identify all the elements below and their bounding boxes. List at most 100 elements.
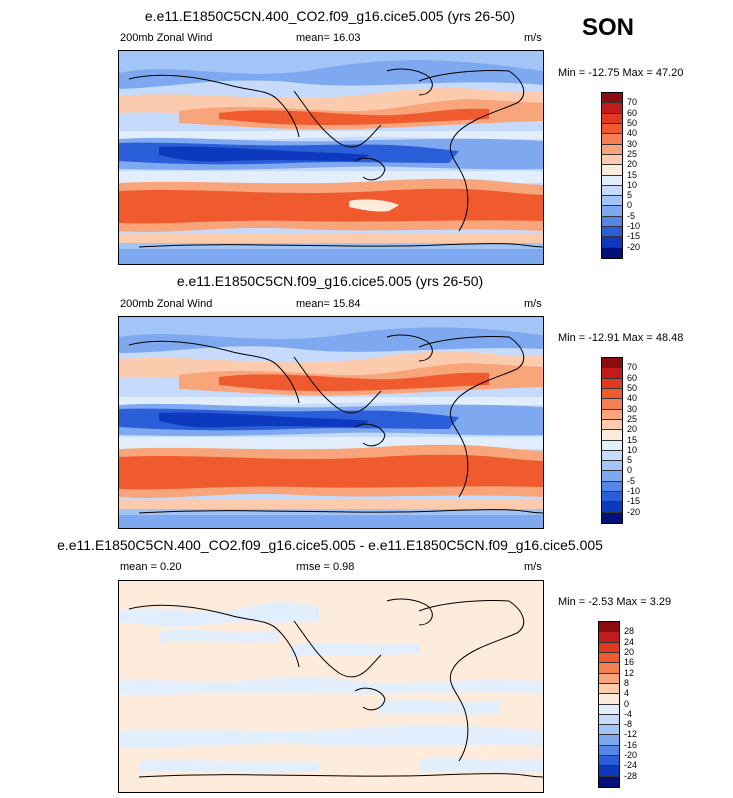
colorbar-label: 4	[624, 688, 630, 699]
colorbar-label: 60	[627, 107, 638, 118]
colorbar-swatch	[602, 103, 622, 114]
colorbar-swatch	[599, 642, 619, 653]
colorbar-swatch	[602, 399, 622, 410]
panel-2-title: e.e11.E1850C5CN.f09_g16.cice5.005 (yrs 2…	[176, 273, 484, 289]
colorbar-label: 50	[627, 117, 638, 128]
panel-2-units: m/s	[524, 298, 542, 310]
colorbar-label: -16	[624, 739, 638, 750]
panel-3-rmse-label: rmse = 0.98	[296, 561, 355, 573]
colorbar-label: 30	[627, 138, 638, 149]
colorbar-label: -15	[627, 231, 641, 242]
panel-3-title: e.e11.E1850C5CN.400_CO2.f09_g16.cice5.00…	[57, 537, 603, 553]
panel-1-map	[118, 50, 544, 265]
colorbar-swatch	[602, 419, 622, 431]
colorbar-swatch	[602, 206, 622, 217]
colorbar-swatch	[602, 175, 622, 186]
colorbar-label: 12	[624, 667, 635, 678]
colorbar-swatch	[599, 663, 619, 674]
colorbar-swatch	[602, 154, 622, 166]
colorbar-swatch	[602, 502, 622, 513]
colorbar-label: 10	[627, 444, 638, 455]
colorbar-swatch	[602, 134, 622, 145]
colorbar-label: 16	[624, 657, 635, 668]
colorbar-swatch	[599, 735, 619, 746]
colorbar-label: 20	[624, 646, 635, 657]
colorbar-label: -5	[627, 475, 636, 486]
colorbar-label: -20	[627, 241, 641, 252]
colorbar-swatch	[602, 409, 622, 420]
colorbar-label: 50	[627, 382, 638, 393]
panel-2-map	[118, 316, 544, 529]
colorbar-swatch	[602, 93, 622, 104]
colorbar-label: 60	[627, 372, 638, 383]
colorbar-label: 20	[627, 159, 638, 170]
colorbar-label: 15	[627, 169, 638, 180]
colorbar-label: -28	[624, 770, 638, 781]
panel-1-colorbar	[601, 92, 623, 259]
colorbar-swatch	[599, 725, 619, 736]
colorbar-swatch	[602, 450, 622, 462]
colorbar-label: 40	[627, 128, 638, 139]
colorbar-swatch	[599, 683, 619, 695]
panel-3-minmax: Min = -2.53 Max = 3.29	[558, 596, 672, 608]
colorbar-label: 0	[624, 698, 630, 709]
colorbar-label: -20	[624, 750, 638, 761]
colorbar-swatch	[602, 388, 622, 400]
colorbar-swatch	[602, 165, 622, 176]
colorbar-label: 0	[627, 200, 633, 211]
colorbar-swatch	[602, 237, 622, 248]
colorbar-label: 30	[627, 403, 638, 414]
panel-2-variable-label: 200mb Zonal Wind	[120, 298, 213, 310]
colorbar-swatch	[602, 368, 622, 379]
colorbar-label: -10	[627, 486, 641, 497]
colorbar-swatch	[599, 673, 619, 684]
colorbar-label: 20	[627, 424, 638, 435]
colorbar-label: -12	[624, 729, 638, 740]
panel-2-field	[119, 317, 543, 528]
colorbar-label: 10	[627, 179, 638, 190]
colorbar-label: 40	[627, 393, 638, 404]
colorbar-label: 15	[627, 434, 638, 445]
colorbar-label: 25	[627, 148, 638, 159]
colorbar-label: 70	[627, 97, 638, 108]
colorbar-label: -15	[627, 496, 641, 507]
colorbar-swatch	[602, 430, 622, 441]
colorbar-label: 24	[624, 636, 635, 647]
panel-3-mean-label: mean = 0.20	[120, 561, 182, 573]
colorbar-swatch	[599, 714, 619, 726]
colorbar-label: 28	[624, 626, 635, 637]
colorbar-swatch	[602, 358, 622, 369]
colorbar-swatch	[602, 227, 622, 238]
colorbar-swatch	[599, 756, 619, 767]
colorbar-label: -20	[627, 506, 641, 517]
colorbar-label: -4	[624, 708, 633, 719]
colorbar-swatch	[599, 694, 619, 705]
colorbar-label: 70	[627, 362, 638, 373]
colorbar-swatch	[599, 745, 619, 757]
colorbar-label: 25	[627, 413, 638, 424]
colorbar-swatch	[602, 378, 622, 389]
colorbar-swatch	[599, 704, 619, 715]
colorbar-label: 0	[627, 465, 633, 476]
colorbar-swatch	[602, 461, 622, 472]
panel-1-variable-label: 200mb Zonal Wind	[120, 32, 213, 44]
panel-2-colorbar	[601, 357, 623, 524]
panel-1-field	[119, 51, 543, 264]
panel-1-minmax: Min = -12.75 Max = 47.20	[558, 67, 684, 79]
colorbar-swatch	[599, 652, 619, 664]
panel-1-title: e.e11.E1850C5CN.400_CO2.f09_g16.cice5.00…	[144, 8, 516, 24]
colorbar-swatch	[602, 471, 622, 482]
panel-2-minmax: Min = -12.91 Max = 48.48	[558, 332, 684, 344]
panel-2-mean-label: mean= 15.84	[296, 298, 361, 310]
colorbar-swatch	[599, 622, 619, 633]
colorbar-swatch	[602, 247, 622, 258]
colorbar-swatch	[599, 632, 619, 643]
panel-1-mean-label: mean= 16.03	[296, 32, 361, 44]
colorbar-label: 8	[624, 677, 630, 688]
colorbar-label: -5	[627, 210, 636, 221]
colorbar-swatch	[602, 492, 622, 503]
panel-3-field	[119, 581, 543, 792]
colorbar-swatch	[602, 512, 622, 523]
colorbar-swatch	[602, 216, 622, 228]
colorbar-swatch	[602, 123, 622, 135]
